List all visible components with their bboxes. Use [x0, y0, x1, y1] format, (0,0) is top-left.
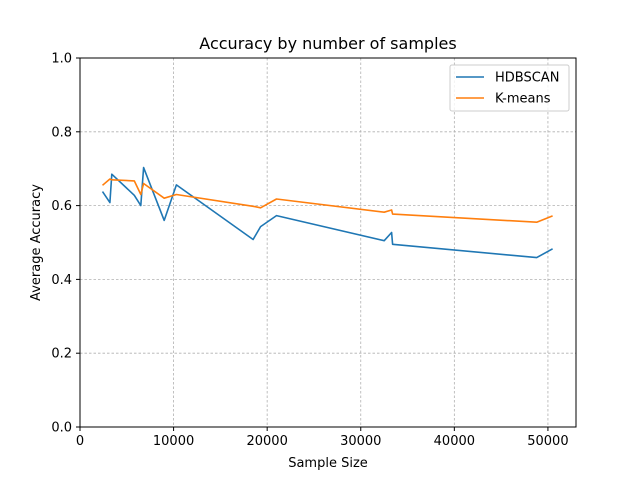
y-tick-label: 0.8	[51, 125, 72, 140]
y-tick-label: 0.0	[51, 421, 72, 436]
x-tick-label: 0	[76, 434, 84, 449]
x-tick-label: 30000	[340, 434, 381, 449]
plot-frame	[79, 57, 577, 428]
series-line-hdbscan	[101, 166, 553, 259]
grid	[79, 57, 576, 428]
series-layer	[101, 166, 553, 259]
y-tick-label: 1.0	[51, 52, 72, 67]
y-tick-label: 0.2	[51, 347, 72, 362]
y-axis: 0.0 0.2 0.4 0.6 0.8 1.0	[51, 52, 80, 436]
x-axis: 0 10000 20000 30000 40000 50000	[76, 427, 569, 449]
y-axis-label: Average Accuracy	[29, 184, 44, 301]
x-axis-label: Sample Size	[288, 456, 368, 471]
legend: HDBSCAN K-means	[449, 64, 570, 112]
chart-title: Accuracy by number of samples	[199, 34, 456, 53]
series-line-k-means	[101, 178, 553, 223]
legend-label-k-means: K-means	[495, 92, 551, 107]
x-tick-label: 40000	[434, 434, 475, 449]
x-tick-label: 50000	[527, 434, 568, 449]
x-tick-label: 10000	[153, 434, 194, 449]
x-tick-label: 20000	[246, 434, 287, 449]
y-tick-label: 0.6	[51, 199, 72, 214]
legend-label-hdbscan: HDBSCAN	[495, 71, 559, 86]
y-tick-label: 0.4	[51, 273, 72, 288]
